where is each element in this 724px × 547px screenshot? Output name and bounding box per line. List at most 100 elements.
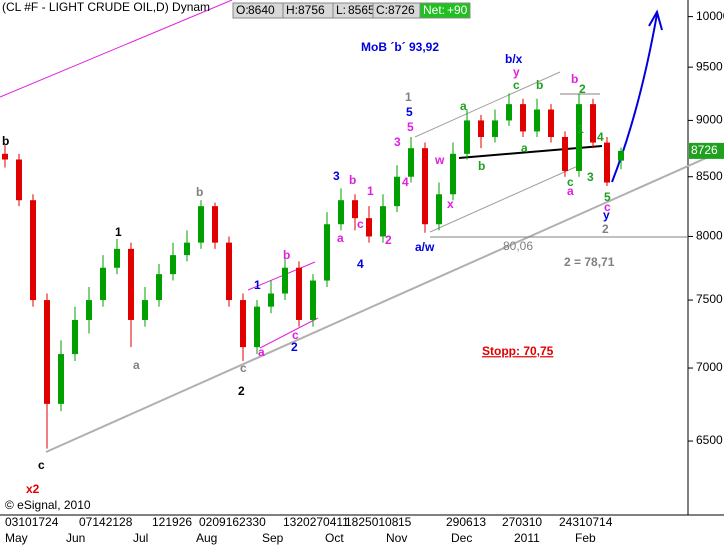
candle-body [282,267,288,294]
annotation: a [258,345,265,359]
annotation: a [133,358,140,372]
candle-body [86,300,92,320]
candle-body [576,104,582,171]
candle-body [58,354,64,404]
annotation: 4 [357,257,364,271]
trendline [429,164,581,233]
candle-body [492,120,498,137]
candle-body [44,300,50,404]
candle-body [268,293,274,307]
annotation: c [38,458,45,472]
trendline [45,149,724,453]
candle-body [2,153,8,160]
annotation: 3 [587,170,594,184]
y-tick-label: 6500 [696,433,723,447]
annotation: 4 [402,175,409,189]
annotation: a/w [415,240,435,254]
y-tick-label: 8500 [696,169,723,183]
trendline [414,71,561,138]
annotation: b/x [505,52,523,66]
annotation: 1 [115,225,122,239]
candle-body [394,176,400,207]
candle-body [310,280,316,320]
candle-body [352,200,358,219]
annotation: 1 [577,122,584,136]
annotation: a [460,99,467,113]
annotation: 2 [602,222,609,236]
month-label: Oct [325,531,344,545]
last-price-label: 8726 [691,143,718,157]
candle-body [618,150,624,161]
quote-field-label: Net: [423,3,445,17]
annotation: x [447,197,454,211]
candle-body [338,200,344,225]
annotation: b [571,72,578,86]
annotation: c [513,78,520,92]
quote-field-label: L: [336,3,346,17]
candle-body [184,242,190,256]
x-tick-label: 07142128 [79,515,133,529]
trendline [0,0,233,98]
candle-body [212,206,218,243]
candle-body [240,300,246,348]
trendline [259,317,319,349]
x-tick-label: 18250108 [345,515,399,529]
annotation: b [283,248,290,262]
quote-field-box [419,2,471,19]
y-tick-label: 9000 [696,113,723,127]
annotation: a [521,141,528,155]
annotation: 1 [254,278,261,292]
annotation: 2 [385,233,392,247]
candle-body [436,194,442,225]
month-label: Sep [262,531,284,545]
month-label: Dec [451,531,472,545]
annotation: a [567,184,574,198]
annotation: 2 [291,340,298,354]
candle-body [548,109,554,137]
quote-field-label: C: [376,3,388,17]
annotation: c [604,200,611,214]
annotation: 5 [604,190,611,204]
month-label: Aug [196,531,217,545]
candle-body [226,242,232,301]
candle-body [128,248,134,320]
candle-body [464,120,470,154]
candle-body [604,142,610,183]
candle-body [72,319,78,355]
x-tick-label: 121926 [152,515,192,529]
annotation: 5 [406,105,413,119]
x-tick-label: 24310714 [559,515,613,529]
annotation: c [357,217,364,231]
annotation: a [337,231,344,245]
candle-body [366,218,372,237]
candle-body [534,109,540,132]
month-label: Jun [66,531,85,545]
candle-body [506,104,512,121]
y-tick-label: 9500 [696,59,723,73]
candle-body [142,300,148,320]
candle-body [450,153,456,195]
annotation: 1 [405,90,412,104]
quote-field-value: 8640 [248,3,275,17]
candle-body [254,306,260,348]
annotation: b [349,173,356,187]
annotation: 3 [394,135,401,149]
candle-body [478,120,484,137]
x-tick-label: 0209162330 [199,515,266,529]
month-label: 2011 [514,531,540,545]
annotation: 80,06 [503,239,533,253]
quote-field-value: 8726 [388,3,415,17]
annotation: x2 [26,482,40,496]
x-tick-label: 270310 [502,515,542,529]
annotation: b [2,134,9,148]
x-tick-label: 290613 [446,515,486,529]
annotation: w [434,153,445,167]
quote-field-label: H: [286,3,298,17]
y-tick-label: 7000 [696,360,723,374]
month-label: May [5,531,28,545]
annotation: Stopp: 70,75 [482,344,554,358]
x-tick-label: 15 [398,515,412,529]
candle-body [408,148,414,177]
